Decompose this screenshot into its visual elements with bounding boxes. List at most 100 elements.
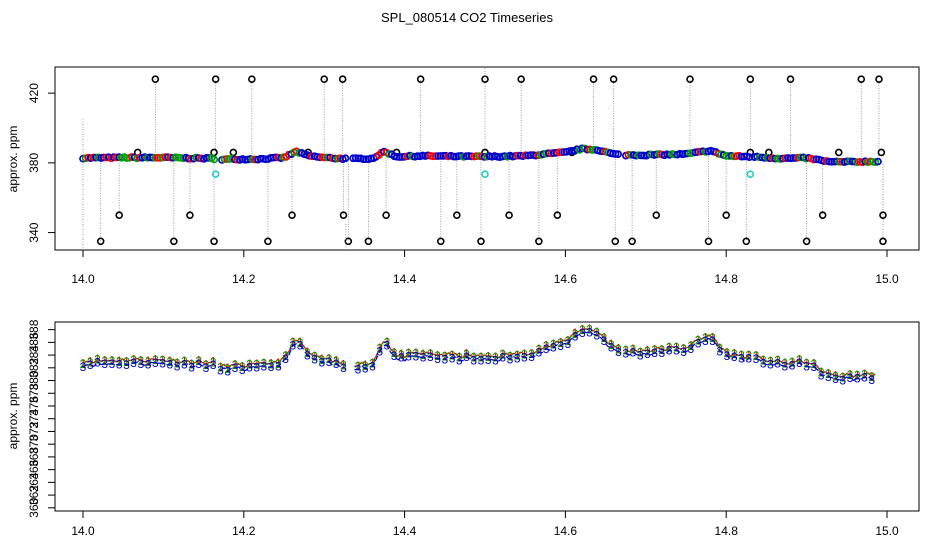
series-point-3: 3 — [130, 356, 137, 370]
zoom-x-tick-label: 14.4 — [393, 524, 417, 538]
series-point-2: 2 — [116, 355, 123, 369]
series-point-1: 1 — [593, 325, 600, 339]
series-point-3: 3 — [868, 373, 875, 387]
outlier-point — [248, 75, 256, 83]
series-point-3: 3 — [304, 349, 311, 363]
series-point-3: 3 — [847, 371, 854, 385]
series-point-2: 2 — [188, 358, 195, 372]
series-point-3: 3 — [528, 350, 535, 364]
outlier-point — [229, 148, 238, 157]
outlier-point — [877, 148, 886, 157]
series-point-2: 2 — [362, 359, 369, 373]
outlier-point — [535, 237, 543, 246]
series-point-1: 1 — [615, 342, 622, 356]
series-point-2: 2 — [731, 347, 738, 361]
series-point-1: 1 — [239, 359, 246, 373]
series-point-3: 3 — [659, 346, 666, 360]
zoom-x-tick-label: 14.2 — [232, 524, 256, 538]
series-point-3: 3 — [601, 334, 608, 348]
series-point-3: 3 — [767, 358, 774, 372]
series-point-2: 2 — [673, 341, 680, 355]
series-point-2: 2 — [376, 342, 383, 356]
series-point-1: 1 — [188, 357, 195, 371]
series-point-3: 3 — [123, 358, 130, 372]
series-point-3: 3 — [572, 330, 579, 344]
series-point-3: 3 — [854, 371, 861, 385]
outlier-point — [611, 237, 620, 246]
series-point-2: 2 — [398, 348, 405, 362]
outlier-point — [151, 75, 160, 83]
series-point-2: 2 — [601, 331, 608, 345]
series-point-3: 3 — [152, 356, 159, 370]
outlier-point — [722, 211, 731, 219]
series-point-1: 1 — [376, 341, 383, 355]
outlier-point — [382, 211, 390, 219]
series-point-3: 3 — [782, 359, 789, 373]
series-point-3: 3 — [224, 365, 231, 379]
series-point-2: 2 — [434, 349, 441, 363]
zoom-plot-frame — [54, 321, 920, 512]
series-point-3: 3 — [355, 362, 362, 376]
series-point-1: 1 — [195, 353, 202, 367]
zoom-y-tick-label: 378 — [27, 383, 41, 403]
series-point-3: 3 — [507, 352, 514, 366]
series-point-2: 2 — [767, 355, 774, 369]
series-point-3: 3 — [232, 361, 239, 375]
zoom-y-tick-label: 368 — [27, 447, 41, 467]
outlier-point — [802, 237, 811, 246]
series-point-2: 2 — [702, 331, 709, 345]
cyan-point — [211, 170, 220, 178]
baseline-point — [184, 154, 193, 163]
series-point-3: 3 — [774, 356, 781, 370]
series-point-3: 3 — [695, 336, 702, 350]
series-point-2: 2 — [637, 346, 644, 360]
series-point-2: 2 — [340, 358, 347, 372]
outlier-point — [589, 75, 598, 83]
series-point-2: 2 — [369, 356, 376, 370]
outlier-point — [746, 75, 755, 83]
series-point-3: 3 — [803, 359, 810, 373]
series-point-3: 3 — [615, 345, 622, 359]
series-point-1: 1 — [514, 348, 521, 362]
series-point-3: 3 — [203, 361, 210, 375]
series-point-1: 1 — [87, 355, 94, 369]
baseline-point — [614, 150, 622, 158]
series-point-2: 2 — [138, 354, 145, 368]
outlier-point — [338, 75, 347, 83]
series-point-2: 2 — [210, 355, 217, 369]
series-point-2: 2 — [174, 357, 181, 371]
series-point-2: 2 — [427, 347, 434, 361]
series-point-1: 1 — [94, 352, 101, 366]
series-point-3: 3 — [195, 357, 202, 371]
series-point-3: 3 — [398, 351, 405, 365]
series-point-2: 2 — [716, 342, 723, 356]
series-point-3: 3 — [666, 343, 673, 357]
series-point-2: 2 — [760, 354, 767, 368]
series-point-3: 3 — [673, 343, 680, 357]
zoom-y-axis-label: approx. ppm — [6, 383, 20, 450]
series-point-2: 2 — [261, 356, 268, 370]
series-point-1: 1 — [152, 352, 159, 366]
series-point-3: 3 — [738, 352, 745, 366]
overview-x-tick-label: 14.8 — [715, 272, 739, 286]
series-point-2: 2 — [695, 334, 702, 348]
zoom-plot: 14.0 14.2 14.4 14.6 14.8 15.03603623643663683… — [27, 319, 899, 538]
series-point-1: 1 — [521, 347, 528, 361]
series-point-2: 2 — [304, 346, 311, 360]
outlier-point — [879, 211, 887, 219]
series-point-2: 2 — [456, 351, 463, 365]
series-point-2: 2 — [536, 343, 543, 357]
series-point-2: 2 — [644, 344, 651, 358]
series-point-3: 3 — [441, 352, 448, 366]
series-point-3: 3 — [745, 351, 752, 365]
series-point-3: 3 — [579, 326, 586, 340]
baseline-point — [359, 155, 368, 164]
cyan-point — [746, 170, 755, 178]
series-point-2: 2 — [217, 361, 224, 375]
series-point-3: 3 — [492, 354, 499, 368]
series-point-3: 3 — [832, 372, 839, 386]
series-point-1: 1 — [731, 346, 738, 360]
series-point-2: 2 — [275, 357, 282, 371]
series-point-2: 2 — [485, 350, 492, 364]
series-point-3: 3 — [622, 347, 629, 361]
